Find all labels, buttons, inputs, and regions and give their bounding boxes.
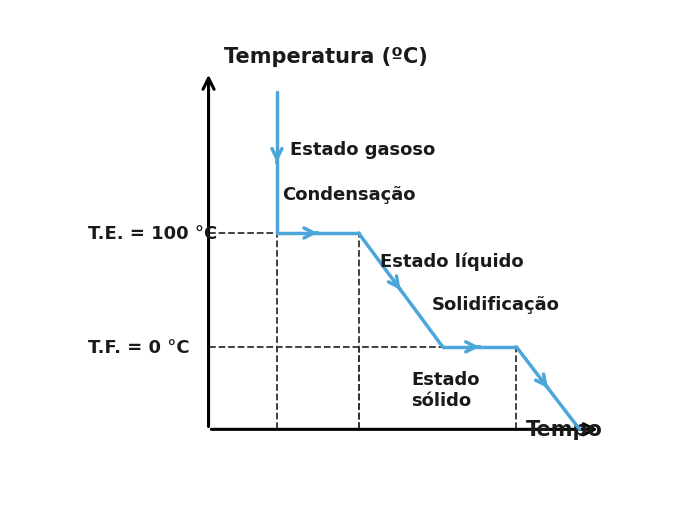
Text: Condensação: Condensação <box>282 185 416 203</box>
Text: Temperatura (ºC): Temperatura (ºC) <box>224 47 428 67</box>
Text: Tempo: Tempo <box>526 419 603 439</box>
Text: T.E. = 100 °C: T.E. = 100 °C <box>88 224 217 242</box>
Text: T.F. = 0 °C: T.F. = 0 °C <box>88 338 189 356</box>
Text: Estado gasoso: Estado gasoso <box>290 140 435 158</box>
Text: Solidificação: Solidificação <box>433 295 560 313</box>
Text: Estado líquido: Estado líquido <box>380 252 524 270</box>
Text: Estado
sólido: Estado sólido <box>411 371 479 409</box>
